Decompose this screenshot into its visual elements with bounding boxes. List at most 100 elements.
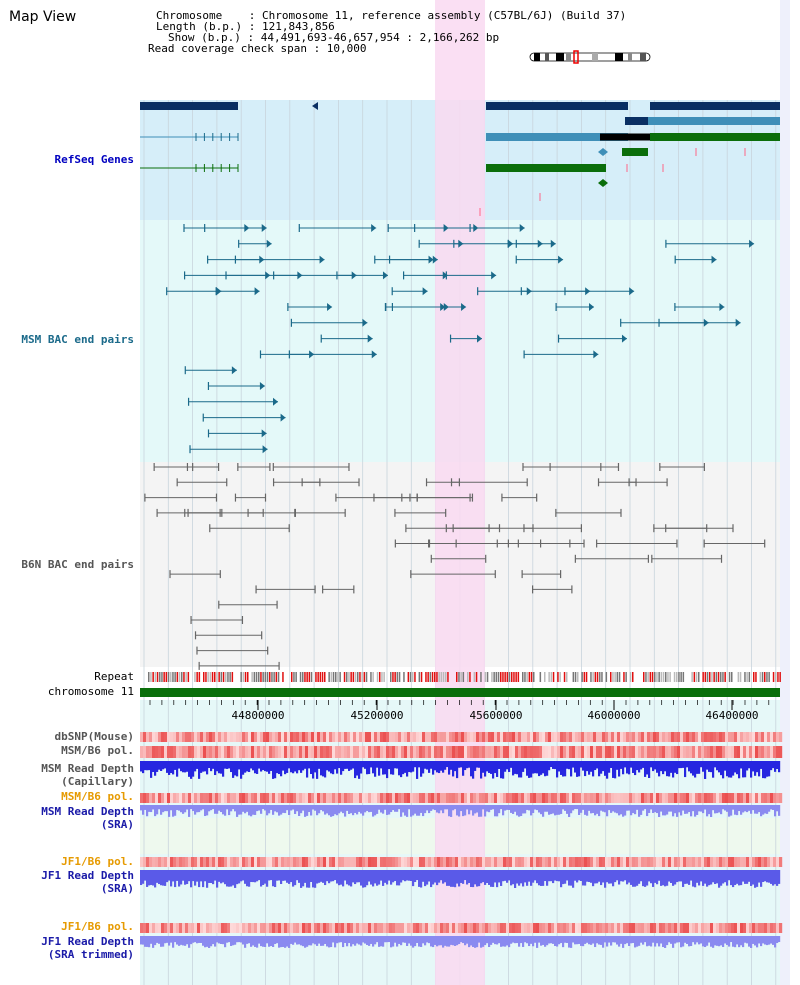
jf1-trimmed-depth-bar <box>728 936 731 947</box>
jf1-sra-depth-bar <box>250 870 253 883</box>
msm-sra-depth-bar <box>382 805 385 814</box>
msm-sra-depth-bar <box>482 805 485 810</box>
jf1-b6-pol-heat <box>683 857 687 867</box>
track-label-msm-depth-sra[interactable]: MSM Read Depth <box>41 805 134 818</box>
jf1-sra-depth-bar <box>390 870 393 885</box>
jf1-sra-depth-bar <box>432 870 435 885</box>
jf1-sra-depth-bar <box>696 870 699 883</box>
msm-capillary-depth-bar <box>258 761 261 769</box>
track-label-jf1-b6-pol-2[interactable]: JF1/B6 pol. <box>61 920 134 933</box>
jf1-b6-pol-heat <box>500 857 504 867</box>
jf1-sra-depth-bar <box>240 870 243 882</box>
track-label-dbsnp[interactable]: dbSNP(Mouse) <box>54 730 134 743</box>
track-label-b6n-bac[interactable]: B6N BAC end pairs <box>21 558 134 571</box>
track-label-msm-b6-pol-2[interactable]: MSM/B6 pol. <box>61 790 134 803</box>
msm-capillary-depth-bar <box>270 761 273 771</box>
msm-b6-pol2-heat <box>551 793 555 803</box>
jf1-b6-pol2-heat <box>197 923 201 933</box>
jf1-b6-pol-heat <box>575 857 579 867</box>
dbsnp-heat <box>251 732 255 742</box>
msm-sra-depth-bar <box>164 805 167 812</box>
dbsnp-heat <box>635 732 639 742</box>
msm-sra-depth-bar <box>402 805 405 813</box>
msm-sra-depth-bar <box>254 805 257 815</box>
track-label-jf1-depth-sra[interactable]: JF1 Read Depth <box>41 869 134 882</box>
msm-capillary-depth-bar <box>742 761 745 778</box>
jf1-trimmed-depth-bar <box>218 936 221 944</box>
msm-sra-depth-bar <box>610 805 613 813</box>
msm-b6-pol2-heat <box>167 793 171 803</box>
msm-sra-depth-bar <box>146 805 149 817</box>
track-label-jf1-depth-trimmed[interactable]: JF1 Read Depth <box>41 935 134 948</box>
msm-capillary-depth-bar <box>212 761 215 769</box>
dbsnp-heat <box>365 732 369 742</box>
repeat-mark <box>632 672 634 682</box>
msm-capillary-depth-bar <box>408 761 411 773</box>
jf1-sra-depth-bar <box>186 870 189 885</box>
jf1-sra-depth-bar <box>582 870 585 886</box>
jf1-trimmed-depth-bar <box>506 936 509 946</box>
repeat-mark <box>530 672 533 682</box>
jf1-b6-pol2-heat <box>584 923 588 933</box>
jf1-b6-pol-heat <box>770 857 774 867</box>
msm-b6-pol-heat <box>665 746 669 758</box>
msm-capillary-depth-bar <box>512 761 515 776</box>
jf1-b6-pol2-heat <box>428 923 432 933</box>
jf1-trimmed-depth-bar <box>216 936 219 943</box>
track-label-msm-depth-capillary[interactable]: MSM Read Depth <box>41 762 134 775</box>
msm-sra-depth-bar <box>534 805 537 810</box>
msm-capillary-depth-bar <box>146 761 149 771</box>
msm-capillary-depth-bar <box>390 761 393 775</box>
jf1-b6-pol-heat <box>218 857 222 867</box>
msm-b6-pol2-heat <box>188 793 192 803</box>
msm-sra-depth-bar <box>280 805 283 815</box>
track-label-refseq[interactable]: RefSeq Genes <box>54 153 134 166</box>
jf1-b6-pol-heat <box>347 857 351 867</box>
msm-sra-depth-bar <box>360 805 363 814</box>
jf1-trimmed-depth-bar <box>752 936 755 944</box>
msm-capillary-depth-bar <box>340 761 343 775</box>
jf1-trimmed-depth-bar <box>570 936 573 948</box>
jf1-b6-pol2-heat <box>725 923 729 933</box>
msm-capillary-depth-bar <box>428 761 431 773</box>
msm-sra-depth-bar <box>144 805 147 810</box>
track-label-msm-b6-pol[interactable]: MSM/B6 pol. <box>61 744 134 757</box>
jf1-sra-depth-bar <box>632 870 635 887</box>
msm-capillary-depth-bar <box>442 761 445 773</box>
jf1-sra-depth-bar <box>608 870 611 884</box>
msm-sra-depth-bar <box>388 805 391 815</box>
msm-capillary-depth-bar <box>462 761 465 776</box>
msm-capillary-depth-bar <box>386 761 389 779</box>
jf1-b6-pol2-heat <box>284 923 288 933</box>
jf1-sra-depth-bar <box>490 870 493 887</box>
msm-sra-depth-bar <box>644 805 647 810</box>
jf1-sra-depth-bar <box>766 870 769 883</box>
dbsnp-heat <box>578 732 582 742</box>
track-label-msm-bac[interactable]: MSM BAC end pairs <box>21 333 134 346</box>
msm-sra-depth-bar <box>200 805 203 811</box>
msm-b6-pol2-heat <box>194 793 198 803</box>
jf1-b6-pol-heat <box>473 857 477 867</box>
msm-capillary-depth-bar <box>152 761 155 772</box>
repeat-mark <box>260 672 262 682</box>
msm-capillary-depth-bar <box>240 761 243 779</box>
msm-sra-depth-bar <box>190 805 193 810</box>
jf1-trimmed-depth-bar <box>186 936 189 945</box>
dbsnp-heat <box>386 732 390 742</box>
msm-capillary-depth-bar <box>454 761 457 772</box>
jf1-trimmed-depth-bar <box>248 936 251 944</box>
msm-b6-pol2-heat <box>149 793 153 803</box>
msm-capillary-depth-bar <box>274 761 277 779</box>
msm-sra-depth-bar <box>428 805 431 814</box>
msm-b6-pol-heat <box>746 746 750 758</box>
jf1-sra-depth-bar <box>298 870 301 883</box>
msm-sra-depth-bar <box>274 805 277 812</box>
jf1-b6-pol2-heat <box>254 923 258 933</box>
jf1-b6-pol-heat <box>188 857 192 867</box>
jf1-trimmed-depth-bar <box>342 936 345 948</box>
msm-capillary-depth-bar <box>602 761 605 772</box>
msm-capillary-depth-bar <box>214 761 217 776</box>
msm-capillary-depth-bar <box>560 761 563 775</box>
track-label-jf1-b6-pol[interactable]: JF1/B6 pol. <box>61 855 134 868</box>
